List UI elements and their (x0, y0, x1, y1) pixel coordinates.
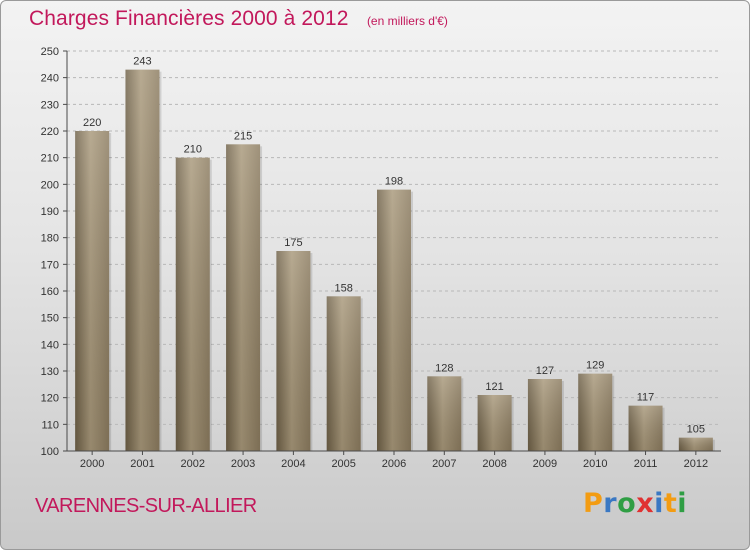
chart-subtitle: (en milliers d'€) (366, 14, 448, 28)
x-tick-label: 2003 (231, 458, 255, 470)
bar-highlight (527, 379, 562, 451)
data-label: 121 (485, 381, 503, 393)
x-tick-label: 2008 (482, 458, 506, 470)
x-tick-label: 2011 (634, 458, 658, 470)
y-tick-label: 250 (41, 46, 59, 58)
y-tick-label: 160 (41, 286, 59, 298)
y-tick-label: 170 (41, 259, 59, 271)
x-tick-label: 2010 (583, 458, 607, 470)
data-label: 210 (184, 144, 202, 156)
y-tick-label: 130 (41, 366, 59, 378)
y-tick-label: 110 (41, 419, 59, 431)
logo-letter: i (654, 488, 664, 519)
y-tick-label: 150 (41, 313, 59, 325)
commune-name: VARENNES-SUR-ALLIER (35, 495, 257, 517)
logo-letter: t (663, 488, 678, 519)
bar-highlight (326, 296, 361, 451)
data-label: 158 (335, 282, 353, 294)
logo-letter: i (677, 488, 688, 519)
bar-highlight (578, 373, 613, 451)
bar-highlight (226, 144, 261, 452)
data-label: 117 (637, 392, 655, 404)
x-tick-label: 2004 (281, 458, 305, 470)
bar-highlight (276, 251, 311, 451)
data-label: 129 (586, 360, 604, 372)
x-tick-label: 2002 (181, 458, 205, 470)
x-tick-label: 2012 (684, 458, 708, 470)
chart-title: Charges Financières 2000 à 2012 (29, 7, 349, 30)
y-tick-label: 200 (41, 179, 59, 191)
logo-letter: r (603, 488, 618, 519)
bar-highlight (628, 405, 663, 451)
proxiti-logo[interactable]: Proxiti (583, 488, 687, 519)
bar-highlight (477, 395, 512, 451)
data-label: 175 (284, 237, 302, 249)
data-label: 105 (687, 424, 705, 436)
y-tick-label: 100 (41, 446, 59, 458)
data-label: 220 (83, 117, 101, 129)
bar-highlight (377, 189, 411, 451)
bar-highlight (175, 157, 210, 451)
logo-letter: o (617, 488, 637, 519)
x-tick-label: 2005 (331, 458, 355, 470)
y-tick-label: 140 (41, 339, 59, 351)
title-line: Charges Financières 2000 à 2012 (en mill… (29, 7, 448, 31)
bar-highlight (427, 376, 462, 451)
x-tick-label: 2009 (533, 458, 557, 470)
bar-highlight (678, 437, 713, 451)
y-tick-label: 190 (41, 206, 59, 218)
y-tick-label: 230 (41, 99, 59, 111)
x-tick-label: 2007 (432, 458, 456, 470)
logo-letter: x (636, 488, 655, 519)
x-tick-label: 2006 (382, 458, 406, 470)
x-tick-label: 2000 (80, 458, 104, 470)
data-label: 243 (133, 56, 151, 68)
y-tick-label: 120 (41, 393, 59, 405)
data-label: 215 (234, 130, 252, 142)
axis-layer: 100 110 120 130 140 150 160 170 180 190 200 210 220 2… (41, 46, 721, 458)
data-label: 128 (435, 362, 453, 374)
y-tick-label: 180 (41, 233, 59, 245)
bar-highlight (125, 69, 160, 452)
bar-layer (75, 69, 715, 452)
logo-letter: P (583, 488, 604, 519)
data-label: 127 (536, 365, 554, 377)
y-tick-label: 220 (41, 126, 59, 138)
y-tick-label: 240 (41, 73, 59, 85)
label-layer: 2000 220 2001 243 2002 210 2003 215 2004 175 2005 1… (80, 56, 708, 470)
bar-highlight (75, 131, 110, 451)
y-tick-label: 210 (41, 153, 59, 165)
x-tick-label: 2001 (130, 458, 154, 470)
data-label: 198 (385, 176, 403, 188)
